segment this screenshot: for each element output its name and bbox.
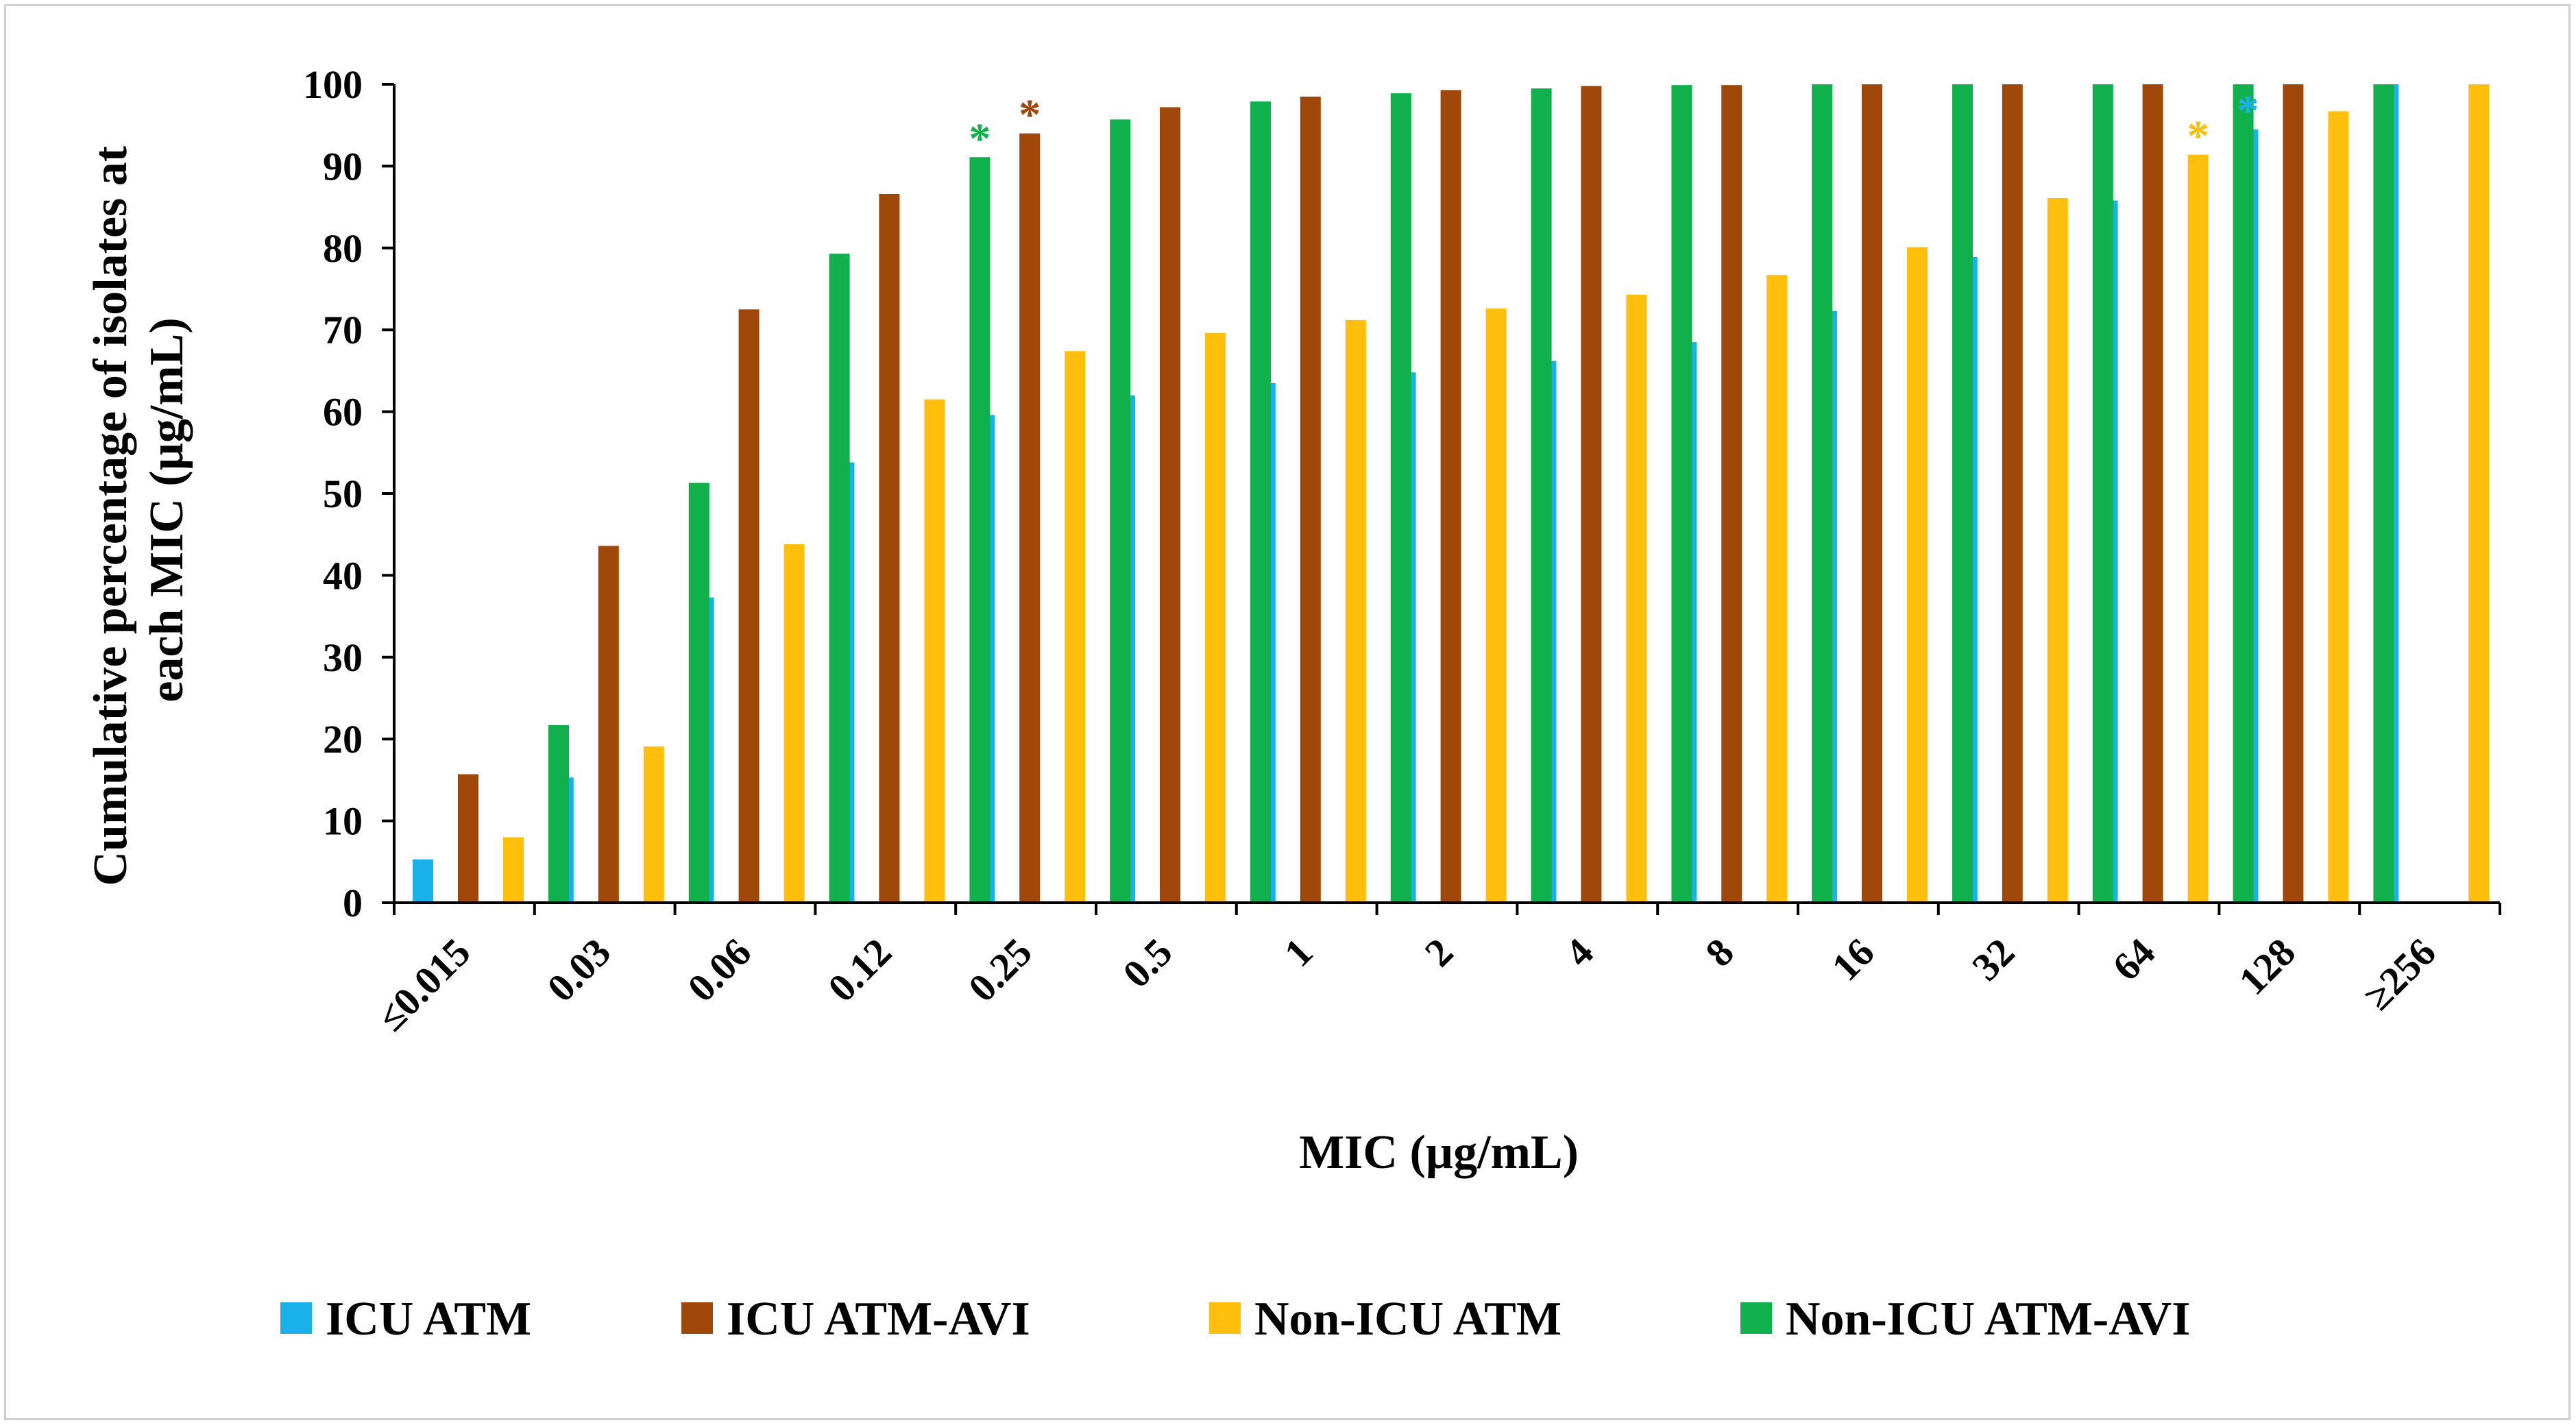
- mic-cumulative-bar-chart: * * * * 0 10 20 30 40 50 60 70 80 90 100 ≤0.015 0.03 0.…: [84, 62, 2501, 1345]
- bar-non-icu-atm-14: [2468, 84, 2490, 903]
- bar-non-icu-atm-avi-2: [829, 254, 850, 903]
- bar-non-icu-atm-avi-8: [1671, 85, 1692, 903]
- bar-non-icu-atm-avi-6: [1390, 93, 1411, 903]
- bar-non-icu-atm-avi-12: [2233, 84, 2254, 903]
- annotation-star-0: *: [969, 114, 991, 162]
- bar-icu-atm-avi-0: [458, 774, 478, 903]
- x-tick-label-1: 0.03: [539, 929, 620, 1010]
- bar-non-icu-atm-avi-13: [2373, 84, 2394, 903]
- bar-non-icu-atm-6: [1345, 319, 1366, 903]
- y-axis-title-line-1: Cumulative percentage of isolates at: [84, 146, 137, 886]
- bar-icu-atm-avi-10: [1862, 84, 1882, 903]
- bar-icu-atm-avi-13: [2283, 84, 2304, 903]
- y-tick-label-80: 80: [323, 226, 363, 271]
- annotations-layer: * * * *: [969, 86, 2259, 163]
- y-tick-label-100: 100: [303, 62, 363, 107]
- x-axis-title: MIC (µg/mL): [1299, 1126, 1579, 1179]
- bar-icu-atm-avi-12: [2142, 84, 2163, 903]
- axes-layer: [382, 83, 2501, 915]
- bar-non-icu-atm-13: [2328, 111, 2349, 903]
- bar-non-icu-atm-10: [1907, 247, 1928, 903]
- x-tick-label-2: 0.06: [679, 929, 760, 1010]
- bar-non-icu-atm-avi-11: [2092, 84, 2113, 903]
- bar-non-icu-atm-8: [1626, 294, 1647, 903]
- x-tick-label-7: 2: [1416, 929, 1461, 975]
- x-tick-label-4: 0.25: [960, 929, 1041, 1010]
- x-tick-label-3: 0.12: [819, 929, 900, 1010]
- x-tick-label-12: 64: [2104, 929, 2163, 989]
- bar-non-icu-atm-avi-0: [548, 724, 569, 903]
- legend: ICU ATM ICU ATM-AVI Non-ICU ATM Non-ICU ATM…: [280, 1293, 2191, 1345]
- bar-non-icu-atm-5: [1205, 332, 1226, 903]
- legend-label-non-icu-atm-avi: Non-ICU ATM-AVI: [1786, 1293, 2191, 1345]
- x-tick-label-11: 32: [1963, 929, 2023, 989]
- bar-icu-atm-avi-6: [1300, 96, 1321, 903]
- legend-swatch-icu-atm-avi: [681, 1302, 713, 1334]
- legend-label-icu-atm-avi: ICU ATM-AVI: [727, 1293, 1030, 1345]
- x-tick-label-10: 16: [1823, 929, 1883, 989]
- x-tick-label-13: 128: [2231, 929, 2304, 1003]
- y-tick-label-50: 50: [323, 472, 363, 516]
- legend-label-icu-atm: ICU ATM: [326, 1293, 531, 1345]
- bar-non-icu-atm-avi-4: [1110, 119, 1131, 903]
- chart-frame: * * * * 0 10 20 30 40 50 60 70 80 90 100 ≤0.015 0.03 0.…: [4, 4, 2571, 1420]
- bar-non-icu-atm-avi-9: [1812, 84, 1833, 903]
- x-tick-label-9: 8: [1697, 929, 1742, 975]
- bar-icu-atm-0: [413, 859, 433, 903]
- bar-non-icu-atm-7: [1485, 308, 1507, 903]
- x-tick-label-6: 1: [1276, 929, 1321, 975]
- y-tick-label-70: 70: [323, 308, 363, 352]
- bar-non-icu-atm-1: [643, 746, 664, 903]
- bar-non-icu-atm-avi-1: [688, 483, 709, 903]
- x-tick-labels: ≤0.015 0.03 0.06 0.12 0.25 0.5 1 2 4 8 16 32 64 128 ≥2…: [369, 929, 2444, 1040]
- bar-non-icu-atm-avi-3: [969, 157, 991, 903]
- bar-icu-atm-avi-9: [1721, 85, 1742, 903]
- bar-icu-atm-avi-11: [2002, 84, 2023, 903]
- x-tick-label-0: ≤0.015: [369, 929, 479, 1040]
- y-axis-title: Cumulative percentage of isolates at eac…: [84, 134, 193, 886]
- x-tick-label-8: 4: [1557, 929, 1602, 975]
- bar-non-icu-atm-4: [1065, 351, 1086, 903]
- bar-non-icu-atm-avi-5: [1250, 101, 1271, 903]
- y-tick-label-0: 0: [343, 881, 363, 925]
- y-axis-title-line-2: each MIC (µg/mL): [141, 317, 193, 702]
- bar-icu-atm-avi-8: [1581, 86, 1602, 903]
- legend-swatch-non-icu-atm-avi: [1740, 1302, 1772, 1334]
- y-tick-labels: 0 10 20 30 40 50 60 70 80 90 100: [303, 62, 363, 925]
- annotation-star-2: *: [2187, 112, 2209, 160]
- bar-non-icu-atm-3: [924, 399, 945, 903]
- bar-non-icu-atm-12: [2187, 154, 2209, 903]
- legend-label-non-icu-atm: Non-ICU ATM: [1254, 1293, 1562, 1345]
- bar-icu-atm-avi-7: [1440, 90, 1461, 903]
- y-tick-label-30: 30: [323, 635, 363, 680]
- bar-icu-atm-avi-4: [1019, 133, 1041, 903]
- y-tick-label-60: 60: [323, 390, 363, 435]
- x-tick-label-5: 0.5: [1114, 929, 1180, 996]
- y-tick-label-10: 10: [323, 799, 363, 844]
- annotation-star-3: *: [2237, 86, 2259, 135]
- bar-icu-atm-avi-2: [738, 309, 760, 903]
- legend-swatch-icu-atm: [280, 1302, 312, 1334]
- bar-non-icu-atm-2: [783, 544, 805, 903]
- y-tick-label-90: 90: [323, 144, 363, 188]
- bar-non-icu-atm-9: [1766, 275, 1788, 903]
- bar-icu-atm-avi-3: [879, 193, 900, 903]
- y-tick-label-40: 40: [323, 553, 363, 598]
- bar-icu-atm-avi-1: [598, 546, 619, 903]
- bar-non-icu-atm-0: [503, 837, 524, 903]
- x-tick-label-14: ≥256: [2355, 929, 2444, 1019]
- bar-non-icu-atm-avi-7: [1531, 88, 1552, 903]
- annotation-star-1: *: [1019, 90, 1041, 139]
- bar-non-icu-atm-11: [2047, 197, 2068, 903]
- bar-icu-atm-avi-5: [1160, 107, 1180, 903]
- bar-non-icu-atm-avi-10: [1952, 84, 1973, 903]
- y-tick-label-20: 20: [323, 717, 363, 762]
- bars-layer: [413, 84, 2490, 903]
- legend-swatch-non-icu-atm: [1209, 1302, 1241, 1334]
